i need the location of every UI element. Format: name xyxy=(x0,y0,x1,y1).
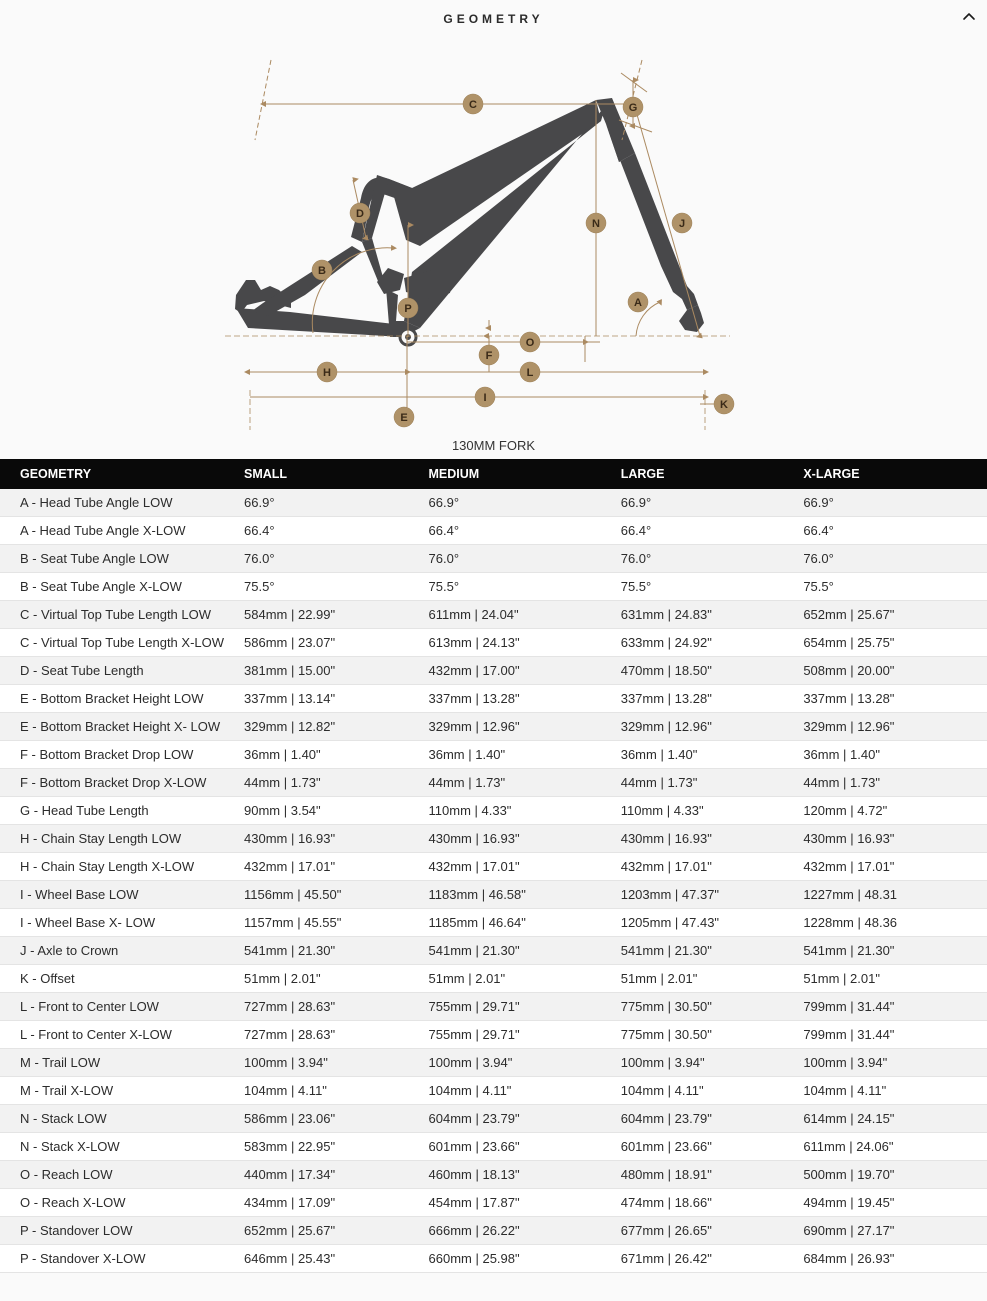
svg-text:E: E xyxy=(400,412,407,424)
svg-text:O: O xyxy=(526,337,535,349)
svg-text:J: J xyxy=(679,218,685,230)
svg-text:G: G xyxy=(629,102,638,114)
svg-text:B: B xyxy=(318,265,326,277)
svg-text:H: H xyxy=(323,367,331,379)
svg-text:I: I xyxy=(483,392,486,404)
svg-text:K: K xyxy=(720,399,728,411)
svg-text:N: N xyxy=(592,218,600,230)
svg-text:C: C xyxy=(469,99,477,111)
svg-text:P: P xyxy=(404,303,411,315)
svg-text:A: A xyxy=(634,297,642,309)
svg-text:L: L xyxy=(527,367,534,379)
svg-text:F: F xyxy=(486,350,493,362)
svg-text:D: D xyxy=(356,208,364,220)
